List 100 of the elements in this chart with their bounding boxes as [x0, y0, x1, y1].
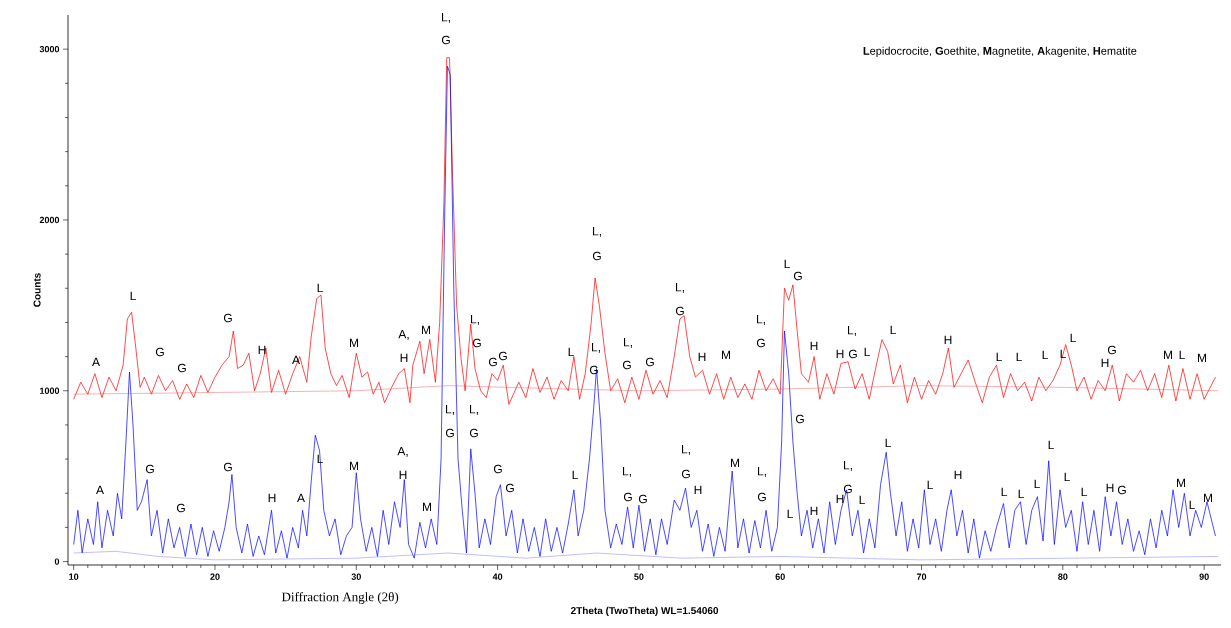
x-axis-title: 2Theta (TwoTheta) WL=1.54060 — [570, 606, 719, 617]
annotation: G — [623, 492, 632, 502]
annotation: L, — [757, 467, 766, 477]
x-tick-label: 10 — [69, 573, 79, 580]
annotation: H — [836, 349, 844, 359]
annotation: G — [505, 483, 514, 493]
annotation: G — [472, 338, 481, 348]
annotation: A — [292, 355, 300, 365]
annotation: M — [1177, 478, 1186, 488]
annotation: H — [944, 335, 952, 345]
annotation: L — [1048, 440, 1054, 450]
annotation: M — [422, 325, 431, 335]
annotation: L, — [441, 13, 450, 23]
x-tick-label: 50 — [634, 573, 644, 580]
annotation: G — [589, 365, 598, 375]
annotation: L, — [469, 405, 478, 415]
x-tick-label: 30 — [351, 573, 361, 580]
annotation: L — [1042, 350, 1048, 360]
line-series — [73, 65, 1216, 559]
line-series — [73, 385, 1219, 395]
annotation: M — [722, 350, 731, 360]
y-tick-label: 1000 — [40, 387, 60, 394]
annotation: M — [1203, 493, 1213, 503]
annotation: L — [890, 325, 896, 335]
annotation: L, — [675, 283, 684, 293]
annotation: G — [223, 462, 232, 472]
annotation: G — [756, 338, 765, 348]
annotation: L — [130, 291, 136, 301]
annotation: G — [675, 306, 684, 316]
annotation: L, — [592, 227, 601, 237]
annotation: L — [996, 352, 1002, 362]
y-tick-label: 0 — [54, 558, 60, 565]
annotation: L — [1018, 489, 1024, 499]
annotation: L — [1016, 352, 1022, 362]
annotation: G — [645, 357, 654, 367]
annotation: H — [258, 345, 266, 355]
annotation: G — [638, 494, 647, 504]
annotation: M — [423, 502, 432, 512]
annotation: G — [469, 428, 478, 438]
annotation: L, — [445, 405, 454, 415]
annotation: M — [1197, 353, 1207, 363]
y-tick-label: 3000 — [39, 45, 60, 53]
annotation: L — [927, 480, 933, 490]
annotation: L — [572, 470, 578, 480]
annotation: A — [92, 357, 100, 367]
annotation: L — [1189, 500, 1195, 510]
annotation: L — [1060, 349, 1066, 359]
annotation: G — [177, 363, 186, 373]
annotation: L — [787, 509, 793, 519]
x-tick-label: 40 — [492, 573, 503, 580]
annotation: G — [757, 492, 766, 502]
annotation: L, — [681, 445, 690, 455]
annotation: L — [317, 454, 323, 464]
x-tick-label: 90 — [1199, 573, 1209, 580]
annotation: G — [441, 35, 450, 45]
annotation: G — [493, 464, 502, 474]
annotation: G — [1107, 345, 1116, 355]
annotation: L — [1070, 333, 1076, 343]
annotation: G — [223, 313, 232, 323]
annotation: A — [297, 493, 305, 503]
annotation: L, — [756, 315, 765, 325]
line-series — [73, 551, 1219, 561]
annotation: L, — [591, 343, 600, 353]
annotation: G — [843, 484, 852, 494]
annotation: G — [848, 349, 857, 359]
annotation: L, — [843, 461, 852, 471]
annotation: H — [1106, 483, 1114, 493]
annotation: G — [488, 357, 497, 367]
annotation: L — [885, 438, 891, 448]
annotation: L — [317, 283, 323, 293]
annotation: H — [1101, 358, 1109, 368]
annotation: L, — [847, 326, 856, 336]
annotation: H — [399, 470, 407, 480]
annotation: A — [96, 485, 104, 495]
text: Diffraction Angle (2θ) — [281, 592, 399, 604]
annotation: H — [268, 493, 276, 503]
x-tick-label: 70 — [916, 573, 927, 580]
annotation: G — [795, 414, 804, 424]
annotation: G — [793, 271, 802, 281]
annotation: G — [498, 351, 507, 361]
annotation: L — [1001, 487, 1007, 497]
x-tick-label: 20 — [210, 573, 220, 580]
annotation: G — [445, 428, 454, 438]
x-tick-label: 60 — [775, 573, 785, 580]
annotation: L — [1081, 487, 1087, 497]
annotation: G — [1117, 485, 1126, 495]
annotation: L, — [622, 467, 631, 477]
annotation: L — [864, 347, 870, 357]
annotation: L, — [470, 315, 479, 325]
annotation: L — [859, 495, 865, 505]
annotation: A, — [398, 330, 409, 340]
annotation: H — [810, 506, 818, 516]
x-tick-label: 80 — [1058, 573, 1068, 580]
annotation: G — [145, 464, 154, 474]
annotation: H — [836, 494, 844, 504]
annotation: L — [568, 347, 574, 357]
annotation: A, — [397, 447, 408, 457]
annotation: L — [1064, 472, 1070, 482]
annotation: L — [1034, 479, 1040, 489]
annotation: M — [731, 458, 740, 468]
